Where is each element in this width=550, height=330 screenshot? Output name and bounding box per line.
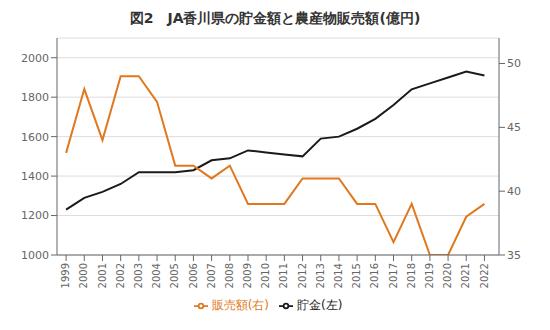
svg-text:45: 45 xyxy=(507,121,521,134)
svg-text:2011: 2011 xyxy=(278,263,289,288)
html-text:図2 JA香川県の貯金額と農産物販売額(億円): 図2 JA香川県の貯金額と農産物販売額(億円) xyxy=(129,10,421,26)
svg-text:2015: 2015 xyxy=(351,263,362,288)
svg-text:2002: 2002 xyxy=(115,263,126,288)
svg-text:2022: 2022 xyxy=(479,263,490,288)
svg-text:2016: 2016 xyxy=(369,263,380,288)
svg-text:40: 40 xyxy=(507,185,521,198)
svg-text:1200: 1200 xyxy=(21,209,49,222)
html-text:貯金(左): 貯金(左) xyxy=(297,298,343,312)
svg-text:2013: 2013 xyxy=(315,263,326,288)
svg-text:2007: 2007 xyxy=(206,263,217,288)
svg-text:2008: 2008 xyxy=(224,263,235,288)
svg-text:2006: 2006 xyxy=(188,263,199,288)
html-text:販売額(右): 販売額(右) xyxy=(211,298,269,312)
svg-text:2005: 2005 xyxy=(169,263,180,288)
svg-text:2019: 2019 xyxy=(424,263,435,288)
svg-text:2009: 2009 xyxy=(242,263,253,288)
svg-text:2004: 2004 xyxy=(151,263,162,288)
svg-text:2000: 2000 xyxy=(21,52,49,65)
svg-text:2012: 2012 xyxy=(297,263,308,288)
svg-text:1800: 1800 xyxy=(21,91,49,104)
svg-text:2021: 2021 xyxy=(460,263,471,288)
svg-text:1000: 1000 xyxy=(21,249,49,262)
svg-text:2020: 2020 xyxy=(442,263,453,288)
svg-text:2010: 2010 xyxy=(260,263,271,288)
svg-text:1400: 1400 xyxy=(21,170,49,183)
svg-text:2014: 2014 xyxy=(333,263,344,288)
svg-text:35: 35 xyxy=(507,249,521,262)
svg-text:2001: 2001 xyxy=(97,263,108,288)
svg-text:2000: 2000 xyxy=(78,263,89,288)
svg-text:1999: 1999 xyxy=(60,263,71,288)
svg-text:50: 50 xyxy=(507,57,521,70)
svg-text:2018: 2018 xyxy=(406,263,417,288)
svg-text:2017: 2017 xyxy=(388,263,399,288)
svg-text:2003: 2003 xyxy=(133,263,144,288)
svg-text:1600: 1600 xyxy=(21,131,49,144)
